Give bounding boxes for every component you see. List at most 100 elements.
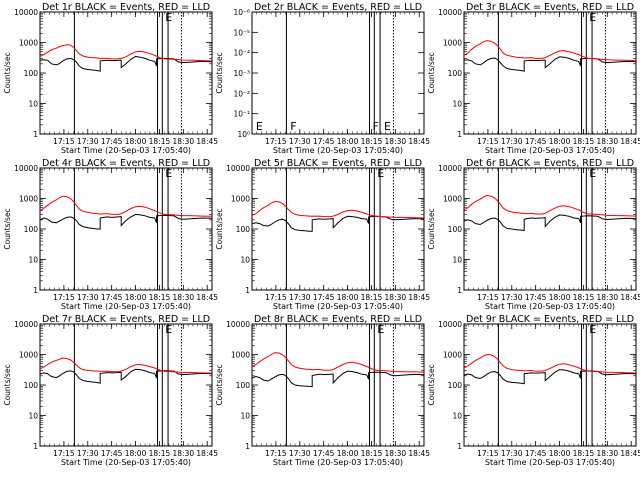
x-tick-label: 17:30 [289,293,311,302]
x-tick-label: 18:30 [597,449,619,458]
y-tick-label: 1 [457,442,462,451]
y-tick-label: 1 [33,442,38,451]
x-tick-label: 18:30 [385,449,407,458]
plot-frame [39,11,213,135]
chart-panel-det-3r: Det 3r BLACK = Events, RED = LLD 1 10 100 10… [427,2,640,155]
x-tick-label: 18:45 [408,293,430,302]
x-tick-label: 18:00 [125,137,147,146]
events-series-line [39,213,213,230]
x-tick-label: 18:45 [196,137,218,146]
y-tick-label: 10000 [438,8,462,17]
y-axis-label: Counts/sec [3,52,12,93]
x-tick-label: 17:45 [525,293,547,302]
x-axis-label: Start Time (20-Sep-03 17:05:40) [485,146,615,155]
y-tick-label: 10 [452,412,462,421]
x-tick-label: 18:30 [597,137,619,146]
lld-series-line [251,352,425,373]
events-series-line [251,370,425,388]
x-tick-label: 17:45 [101,449,123,458]
y-axis-label: Counts/sec [427,364,436,405]
event-annotation: E [384,120,391,133]
x-tick-label: 18:30 [173,137,195,146]
x-tick-label: 18:00 [337,449,359,458]
event-annotation: E [165,323,172,336]
x-tick-label: 18:45 [408,137,430,146]
chart-panel-det-1r: Det 1r BLACK = Events, RED = LLD 1 10 100 10… [3,2,218,155]
event-annotation: E [256,120,263,133]
x-tick-label: 18:00 [549,293,571,302]
x-tick-label: 17:15 [477,137,499,146]
lld-series-line [463,353,637,374]
x-tick-label: 18:30 [385,137,407,146]
x-tick-label: 18:15 [149,293,171,302]
x-tick-label: 17:15 [477,293,499,302]
y-tick-label: 100 [236,381,251,390]
x-tick-label: 18:15 [573,293,595,302]
event-annotation: E [589,167,596,180]
x-tick-label: 18:15 [149,137,171,146]
x-tick-label: 17:30 [77,293,99,302]
events-series-line [251,215,425,232]
x-tick-label: 17:15 [53,449,75,458]
x-axis-label: Start Time (20-Sep-03 17:05:40) [61,146,191,155]
x-tick-label: 18:00 [125,449,147,458]
event-annotation: E [165,11,172,24]
x-tick-label: 17:30 [501,449,523,458]
event-annotation: E [377,167,384,180]
y-axis-label: Counts/sec [3,208,12,249]
chart-panel-det-7r: Det 7r BLACK = Events, RED = LLD 1 10 100 10… [3,314,218,467]
x-tick-label: 18:15 [149,449,171,458]
x-tick-label: 17:15 [265,137,287,146]
x-tick-label: 17:15 [53,293,75,302]
x-tick-label: 17:30 [501,137,523,146]
y-tick-label: 10⁰ [237,130,250,139]
panel-title: Det 6r BLACK = Events, RED = LLD [466,158,634,169]
chart-panel-det-8r: Det 8r BLACK = Events, RED = LLD 1 10 100 10… [215,314,430,467]
x-tick-label: 18:00 [337,137,359,146]
y-tick-label: 10⁻¹ [233,110,250,119]
panel-title: Det 1r BLACK = Events, RED = LLD [42,2,210,13]
events-series-line [39,368,213,384]
x-tick-label: 17:15 [477,449,499,458]
panel-title: Det 2r BLACK = Events, RED = LLD [254,2,422,13]
y-tick-label: 1 [245,286,250,295]
x-axis-label: Start Time (20-Sep-03 17:05:40) [485,302,615,311]
event-annotation: E [377,323,384,336]
y-tick-label: 10 [28,412,38,421]
x-tick-label: 18:00 [125,293,147,302]
chart-panel-det-2r: Det 2r BLACK = Events, RED = LLD 10⁰ 10⁻¹ 1… [215,2,430,155]
plot-frame [251,323,425,447]
x-tick-label: 18:30 [597,293,619,302]
events-series-line [463,214,637,231]
x-tick-label: 18:15 [573,449,595,458]
y-tick-label: 10000 [438,164,462,173]
y-tick-label: 100 [448,381,463,390]
y-tick-label: 1000 [231,351,250,360]
panel-title: Det 9r BLACK = Events, RED = LLD [466,314,634,325]
y-tick-label: 1000 [443,351,462,360]
x-tick-label: 18:45 [408,449,430,458]
event-annotation: E [589,11,596,24]
y-tick-label: 100 [24,225,39,234]
y-axis-label: Counts/sec [427,52,436,93]
y-tick-label: 1 [245,442,250,451]
y-tick-label: 10 [240,412,250,421]
x-tick-label: 18:30 [173,293,195,302]
x-tick-label: 18:00 [549,137,571,146]
x-tick-label: 17:30 [501,293,523,302]
y-tick-label: 10 [452,256,462,265]
x-tick-label: 18:30 [173,449,195,458]
x-tick-label: 17:30 [77,137,99,146]
y-tick-label: 10⁻³ [233,69,250,78]
y-tick-label: 1000 [19,351,38,360]
event-annotation: E [589,323,596,336]
event-annotation: E [165,167,172,180]
plot-frame [463,323,637,447]
x-tick-label: 18:00 [337,293,359,302]
y-tick-label: 1 [33,130,38,139]
x-tick-label: 18:30 [385,293,407,302]
x-axis-label: Start Time (20-Sep-03 17:05:40) [273,458,403,467]
y-axis-label: Counts/sec [3,364,12,405]
y-axis-label: Counts/sec [215,208,224,249]
chart-panel-det-4r: Det 4r BLACK = Events, RED = LLD 1 10 100 10… [3,158,218,311]
